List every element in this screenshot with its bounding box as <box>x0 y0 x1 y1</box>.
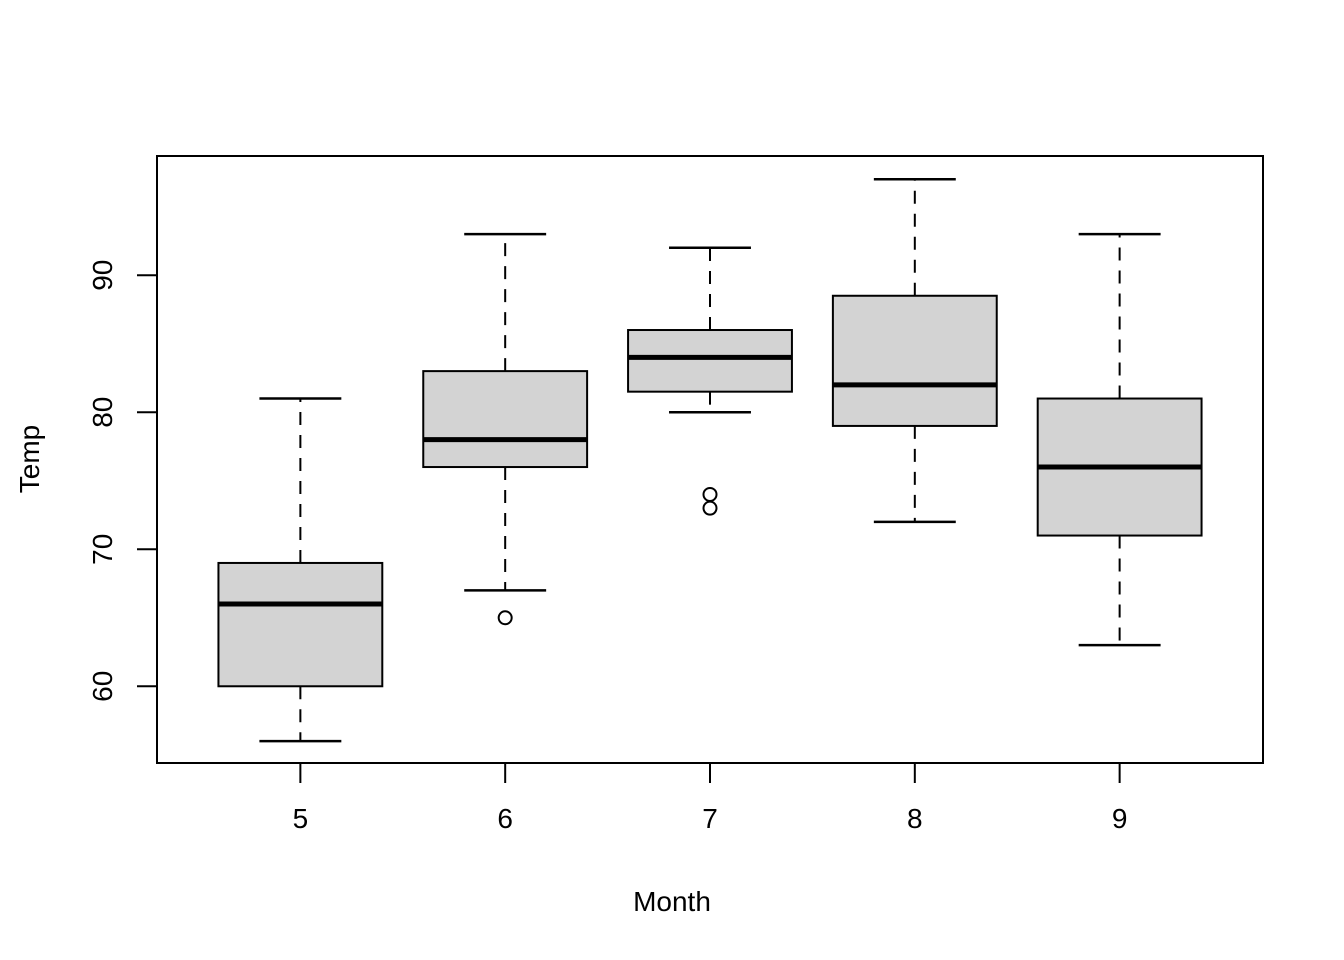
y-axis-tick-label: 90 <box>87 260 118 291</box>
outlier-point-month-7 <box>702 500 718 516</box>
y-axis-tick-label: 80 <box>87 397 118 428</box>
outlier-point-month-6 <box>497 610 513 626</box>
y-axis-tick-label: 60 <box>87 671 118 702</box>
y-axis-title: Temp <box>14 424 45 494</box>
x-axis-tick-label: 9 <box>1112 803 1128 834</box>
box-month-8 <box>831 294 998 427</box>
box-month-5 <box>217 561 384 688</box>
x-axis-tick-label: 5 <box>293 803 309 834</box>
y-axis-tick-label: 70 <box>87 534 118 565</box>
x-axis-tick-label: 6 <box>497 803 513 834</box>
outlier-point-month-7 <box>702 486 718 502</box>
box-month-6 <box>422 370 589 469</box>
x-axis-tick-label: 7 <box>702 803 718 834</box>
box-month-7 <box>627 329 793 393</box>
x-axis-tick-label: 8 <box>907 803 923 834</box>
x-axis-title: Month <box>633 886 711 917</box>
